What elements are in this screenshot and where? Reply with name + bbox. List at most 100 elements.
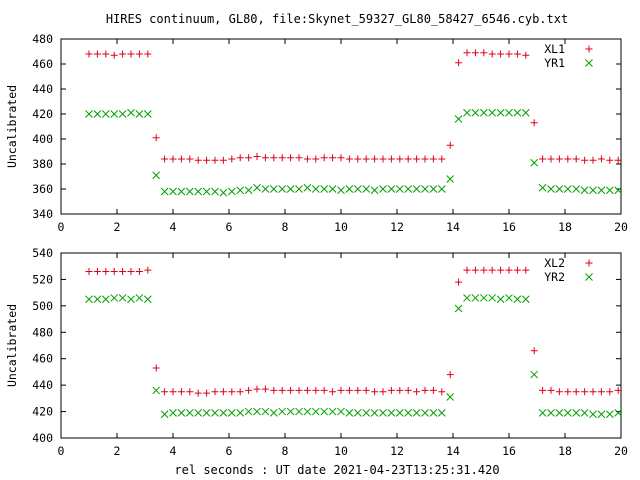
data-point (463, 294, 471, 302)
data-point (211, 156, 219, 164)
series-yr2 (85, 294, 623, 419)
data-point (127, 268, 135, 275)
data-point (93, 110, 102, 118)
x-tick-label: 14 (446, 220, 460, 234)
data-point (522, 51, 530, 59)
data-point (513, 108, 522, 117)
data-point (303, 155, 311, 163)
data-point (143, 110, 152, 118)
data-point (337, 386, 345, 394)
data-point (421, 185, 429, 193)
data-point (194, 409, 203, 417)
data-point (379, 185, 387, 193)
data-point (605, 410, 614, 419)
data-point (362, 386, 370, 394)
data-point (303, 183, 312, 192)
data-point (362, 155, 370, 163)
data-point (119, 50, 127, 58)
data-point (295, 386, 303, 394)
data-point (85, 295, 93, 304)
x-tick-label: 0 (58, 220, 65, 234)
x-tick-label: 10 (334, 444, 348, 458)
data-point (563, 409, 572, 417)
data-point (135, 268, 143, 275)
data-point (203, 389, 211, 397)
data-point (421, 155, 429, 163)
y-axis-label: Uncalibrated (5, 85, 19, 168)
data-point (413, 388, 421, 396)
data-point (379, 409, 387, 417)
data-point (497, 266, 505, 274)
data-point (404, 185, 413, 193)
data-point (362, 409, 371, 417)
y-tick-label: 440 (32, 378, 53, 392)
data-point (555, 155, 563, 163)
data-point (488, 50, 496, 58)
data-point (345, 386, 353, 394)
data-point (329, 154, 337, 162)
data-point (202, 409, 211, 417)
data-point (93, 50, 101, 58)
data-point (85, 268, 93, 275)
data-point (379, 155, 387, 163)
data-point (597, 186, 606, 195)
data-point (580, 409, 589, 417)
y-tick-label: 480 (32, 325, 53, 339)
data-point (102, 50, 110, 58)
x-tick-label: 18 (558, 444, 572, 458)
top-panel: 0 2 4 6 8 10 12 14 16 18 20 340 360 380 400 420 440 460 48… (5, 32, 628, 234)
data-point (236, 409, 245, 417)
data-point (219, 388, 227, 396)
data-point (160, 410, 169, 419)
data-point (353, 409, 362, 417)
data-point (564, 388, 572, 396)
data-point (161, 388, 169, 396)
data-point (437, 409, 446, 417)
data-point (186, 388, 194, 396)
series-yr1 (85, 108, 623, 197)
x-tick-label: 6 (226, 444, 233, 458)
data-point (211, 187, 219, 196)
data-point (194, 156, 202, 164)
data-point (127, 295, 135, 304)
data-point (354, 386, 362, 394)
data-point (606, 156, 614, 164)
data-point (236, 388, 244, 396)
data-point (564, 155, 572, 163)
data-point (177, 388, 185, 396)
data-point (118, 110, 127, 118)
data-point (160, 187, 169, 196)
data-point (227, 187, 236, 196)
data-point (597, 155, 605, 163)
data-point (547, 409, 555, 417)
data-point (127, 108, 135, 117)
data-point (463, 49, 471, 57)
data-point (505, 266, 513, 274)
x-tick-label: 8 (282, 220, 289, 234)
data-point (479, 108, 488, 117)
data-point (135, 294, 144, 302)
data-point (412, 185, 421, 193)
y-tick-label: 400 (32, 431, 53, 445)
data-point (152, 134, 160, 142)
legend-marker (585, 273, 593, 281)
data-point (513, 266, 521, 274)
data-point (211, 409, 219, 417)
data-point (320, 407, 329, 416)
data-point (295, 407, 303, 416)
data-point (429, 386, 437, 394)
x-tick-label: 14 (446, 444, 460, 458)
data-point (513, 295, 522, 304)
data-point (395, 185, 404, 193)
x-tick-label: 16 (502, 444, 516, 458)
data-point (547, 386, 555, 394)
data-point (413, 155, 421, 163)
y-tick-label: 340 (32, 207, 53, 221)
data-point (395, 409, 404, 417)
data-point (110, 294, 119, 302)
data-point (396, 386, 404, 394)
data-point (497, 50, 505, 58)
data-point (572, 388, 580, 396)
data-point (589, 410, 597, 419)
data-point (261, 385, 269, 393)
